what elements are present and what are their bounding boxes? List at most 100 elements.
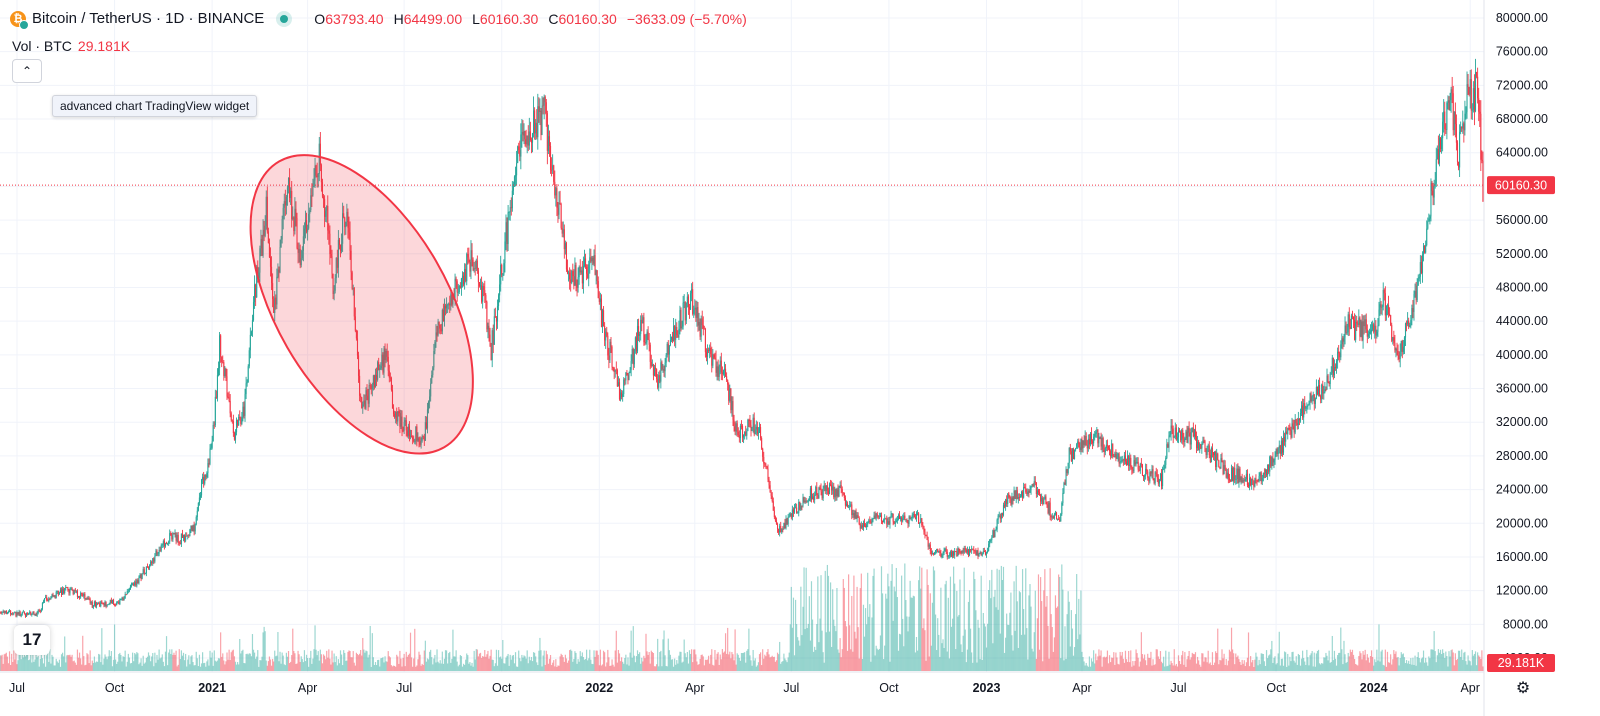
candle-body [1254,478,1256,487]
volume-bar [459,655,461,671]
volume-bar [103,658,105,671]
candle-body [397,411,399,422]
volume-bar [1094,663,1096,671]
candle-body [1391,325,1393,341]
volume-bar [66,655,68,671]
volume-bar [1429,658,1431,671]
candle-body [160,545,162,551]
candle-body [420,440,422,445]
volume-bar [671,659,674,671]
volume-bar [981,659,983,671]
market-status-icon [280,14,289,23]
candle-body [776,524,779,530]
volume-bar [522,657,524,671]
volume-bar [813,651,815,671]
volume-bar [1148,657,1150,671]
candle-body [276,276,278,305]
volume-bar [14,659,16,671]
candle-body [455,278,457,282]
candle-body [994,530,996,538]
volume-bar [927,584,929,671]
candle-body [876,513,878,517]
candle-body [766,466,768,469]
volume-bar [1219,659,1221,671]
candle-body [1288,427,1290,430]
candle-body [730,388,732,411]
candle-body [966,549,968,553]
volume-bar [906,616,908,671]
volume-bar [959,579,961,671]
candle-body [255,284,257,298]
volume-bar [1121,651,1123,671]
candle-body [79,596,81,598]
volume-bar [920,588,922,671]
candle-body [901,517,903,522]
volume-bar [524,656,526,671]
volume-bar [975,610,977,671]
volume-bar [536,662,538,671]
volume-bar [1027,659,1029,671]
candle-body [1278,445,1280,449]
candle-body [1310,393,1312,402]
candle-body [1009,497,1011,499]
candle-body [809,488,811,499]
candle-body [105,601,107,607]
candle-body [229,400,231,414]
candle-body [448,303,450,305]
volume-bar [128,657,131,671]
volume-bar [668,650,670,671]
candle-body [295,208,297,218]
candle-body [498,295,500,307]
candle-body [433,351,435,368]
settings-icon[interactable]: ⚙ [1515,680,1531,697]
volume-bar [1239,661,1241,671]
volume-bar [990,598,992,671]
volume-bar [654,666,657,671]
volume-bar [197,666,199,671]
candle-body [1218,460,1220,468]
volume-bar [191,655,193,671]
symbol-title[interactable]: Bitcoin / TetherUS · 1D · BINANCE [32,10,265,27]
volume-bar [1408,660,1410,671]
candle-body [711,353,713,366]
candle-body [910,518,912,520]
volume-bar [275,656,277,671]
candle-body [123,598,125,601]
volume-bar [22,657,24,671]
volume-bar [51,654,53,671]
volume-bar [1138,666,1140,671]
candle-body [617,382,619,387]
volume-bar [1090,658,1093,671]
volume-bar [21,652,23,671]
candle-body [595,270,597,275]
volume-bar [252,649,255,671]
candle-body [1112,443,1114,457]
volume-bar [545,650,547,671]
volume-bar [656,664,658,671]
candle-body [478,282,481,286]
volume-bar [81,664,83,671]
x-tick-label: Jul [1171,681,1187,695]
candle-body [147,566,150,568]
candle-body [762,448,764,457]
volume-bar [7,663,10,671]
volume-bar [651,652,653,671]
volume-bar [531,661,534,671]
volume-bar [636,650,639,671]
tradingview-logo-icon[interactable]: 17 [14,625,50,655]
volume-bar [263,626,265,671]
candle-body [1084,436,1086,445]
candle-body [164,542,167,547]
volume-bar [435,662,437,671]
candle-body [74,589,76,591]
candle-body [1426,228,1428,246]
high-value: 64499.00 [403,10,463,27]
collapse-legend-button[interactable]: ⌃ [12,59,42,83]
volume-bar [909,580,911,671]
candle-body [608,355,610,361]
volume-bar [1322,663,1324,671]
candle-body [1,611,3,614]
volume-bar [161,654,163,671]
volume-bar [493,666,495,671]
